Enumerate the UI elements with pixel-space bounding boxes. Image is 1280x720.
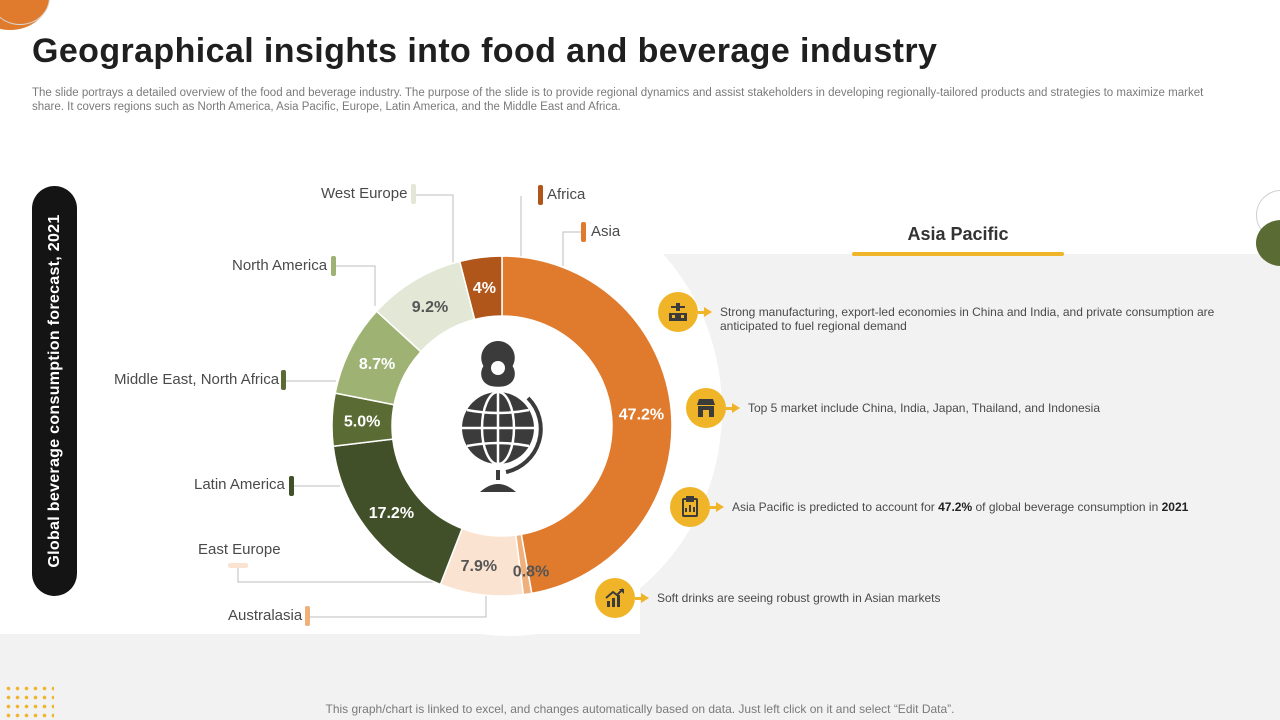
leader-line-west-europe [416,194,454,266]
donut-slices [331,255,673,597]
growth-chart-icon [595,578,635,618]
asia-pacific-underline [852,252,1064,256]
leader-line-east-europe [237,568,436,583]
legend-label-west-europe: West Europe [321,185,408,202]
percent-label-north-america: 8.7% [359,356,395,373]
bullet-arrow-1 [698,307,712,317]
legend-tick-latin-america [289,476,294,496]
legend-tick-middle-east-north-africa [281,370,286,390]
legend-tick-africa [538,185,543,205]
slice-percent-labels: 47.2% 0.8% 7.9% 17.2% 5.0% 8.7% 9.2% 4% [344,280,664,580]
percent-label-east-europe: 7.9% [461,558,497,575]
percent-label-australasia: 0.8% [513,563,549,580]
percent-label-latin-america: 17.2% [369,505,414,522]
factory-icon [658,292,698,332]
asia-pacific-heading: Asia Pacific [907,224,1009,244]
legend-label-east-europe: East Europe [198,541,281,558]
asia-pacific-point-3: Asia Pacific is predicted to account for… [732,500,1189,514]
bullet-arrow-3 [710,502,724,512]
percent-label-africa: 4% [473,280,496,297]
report-chart-icon [670,487,710,527]
page-title: Geographical insights into food and beve… [32,32,938,70]
legend-label-asia: Asia [591,223,621,240]
chart-title-pill: Global beverage consumption forecast, 20… [32,186,77,596]
legend-label-australasia: Australasia [228,607,303,624]
page-description: The slide portrays a detailed overview o… [32,87,1204,113]
asia-pacific-point-2: Top 5 market include China, India, Japan… [748,401,1101,415]
leader-line-north-america [336,265,376,306]
bullet-arrow-4 [635,593,649,603]
asia-pacific-point-1: Strong manufacturing, export-led economi… [720,305,1215,333]
footer-note: This graph/chart is linked to excel, and… [325,702,955,716]
percent-label-middle-east-north-africa: 5.0% [344,414,380,431]
decorative-dots [4,684,54,720]
store-icon [686,388,726,428]
legend-tick-australasia [305,606,310,626]
leader-line-africa [520,196,528,259]
bullet-arrow-2 [726,403,740,413]
globe-location-icon [462,338,543,492]
legend-label-middle-east-north-africa: Middle East, North Africa [114,371,280,388]
asia-pacific-point-4: Soft drinks are seeing robust growth in … [657,591,941,605]
legend-label-africa: Africa [547,186,586,203]
legend-label-latin-america: Latin America [194,476,285,493]
legend-tick-east-europe [228,563,248,568]
slice-asia[interactable] [501,255,673,595]
legend-tick-west-europe [411,184,416,204]
leader-line-asia [562,231,583,266]
legend-tick-north-america [331,256,336,276]
percent-label-asia: 47.2% [619,407,664,424]
legend-tick-asia [581,222,586,242]
right-panel-background [640,254,1280,654]
slice-africa[interactable] [458,255,503,321]
leader-line-australasia [310,592,487,618]
percent-label-west-europe: 9.2% [412,299,448,316]
legend-label-north-america: North America [232,257,328,274]
